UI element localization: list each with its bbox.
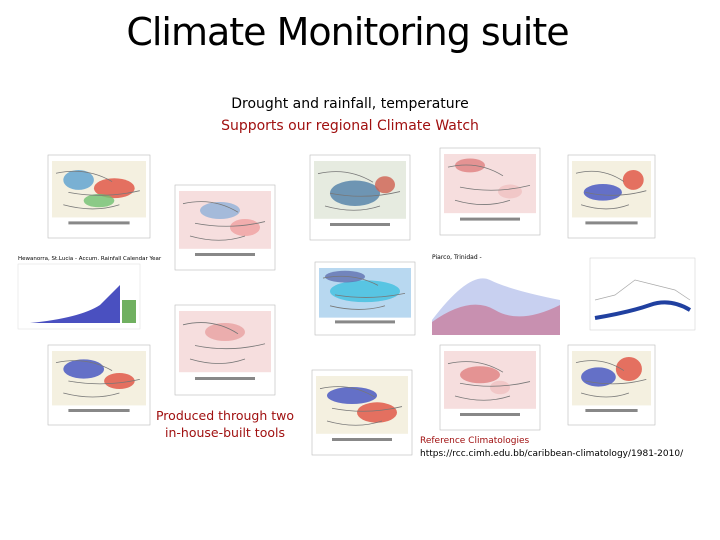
map-blob — [375, 176, 395, 194]
map-area — [179, 311, 271, 373]
map-blob — [622, 169, 644, 190]
colorbar — [68, 409, 130, 412]
subtitle: Supports our regional Climate Watch — [221, 118, 479, 134]
colorbar — [460, 413, 520, 416]
land — [182, 322, 266, 364]
colorbar — [335, 320, 395, 324]
map-blob — [460, 366, 500, 384]
land — [575, 360, 647, 398]
map-thumbnail — [567, 154, 656, 239]
area — [30, 285, 120, 323]
map-blob — [583, 184, 622, 201]
colorbar — [68, 221, 130, 225]
chart-frame — [589, 257, 696, 331]
map-blob — [205, 323, 245, 341]
caption: Produced through two in-house-built tool… — [150, 407, 300, 441]
map-thumbnail — [567, 344, 656, 426]
chart-title: Piarco, Trinidad - — [432, 254, 482, 261]
caption-line: Produced through two — [155, 408, 295, 423]
map-blob — [615, 357, 642, 381]
subtitle: Drought and rainfall, temperature — [231, 96, 469, 112]
map-thumbnail — [47, 154, 151, 239]
map-thumbnail — [174, 184, 276, 271]
map-thumbnail — [47, 344, 151, 426]
map-blob — [327, 387, 377, 404]
map-area — [316, 376, 408, 434]
map-blob — [83, 194, 115, 208]
map-area — [179, 191, 271, 249]
land — [447, 361, 531, 401]
land — [317, 171, 401, 211]
map-thumbnail — [309, 154, 411, 241]
land — [55, 170, 140, 210]
map-thumbnail — [174, 304, 276, 396]
map-blob — [330, 180, 380, 206]
colorbar — [332, 438, 392, 441]
land — [319, 386, 403, 426]
bar — [122, 300, 136, 323]
land — [55, 360, 140, 398]
map-blob — [490, 380, 510, 395]
map-blob — [200, 202, 240, 219]
map-blob — [63, 169, 94, 190]
land — [322, 275, 406, 310]
map-thumbnail — [311, 369, 413, 456]
area — [432, 304, 560, 335]
map-blob — [104, 373, 135, 389]
line — [594, 279, 691, 301]
map-blob — [63, 359, 105, 379]
band — [594, 300, 692, 320]
chart-title: Hewanorra, St.Lucia - Accum. Rainfall Ca… — [18, 256, 162, 262]
reference-title: Reference Climatologies — [420, 436, 530, 446]
colorbar — [460, 217, 520, 221]
colorbar — [585, 409, 638, 412]
land — [182, 201, 266, 241]
map-thumbnail — [439, 147, 541, 236]
map-blob — [498, 184, 522, 199]
map-thumbnail — [314, 261, 416, 336]
slide-title: Climate Monitoring suite — [126, 10, 569, 54]
map-blob — [230, 219, 260, 236]
land — [575, 170, 647, 210]
map-blob — [330, 280, 400, 303]
map-thumbnail — [439, 344, 541, 431]
reference-url: https://rcc.cimh.edu.bb/caribbean-climat… — [420, 449, 684, 459]
colorbar — [195, 377, 255, 380]
colorbar — [195, 253, 255, 256]
colorbar — [585, 221, 638, 225]
land — [447, 164, 531, 205]
caption-line: in-house-built tools — [165, 425, 285, 440]
map-blob — [357, 402, 397, 423]
colorbar — [330, 223, 390, 226]
